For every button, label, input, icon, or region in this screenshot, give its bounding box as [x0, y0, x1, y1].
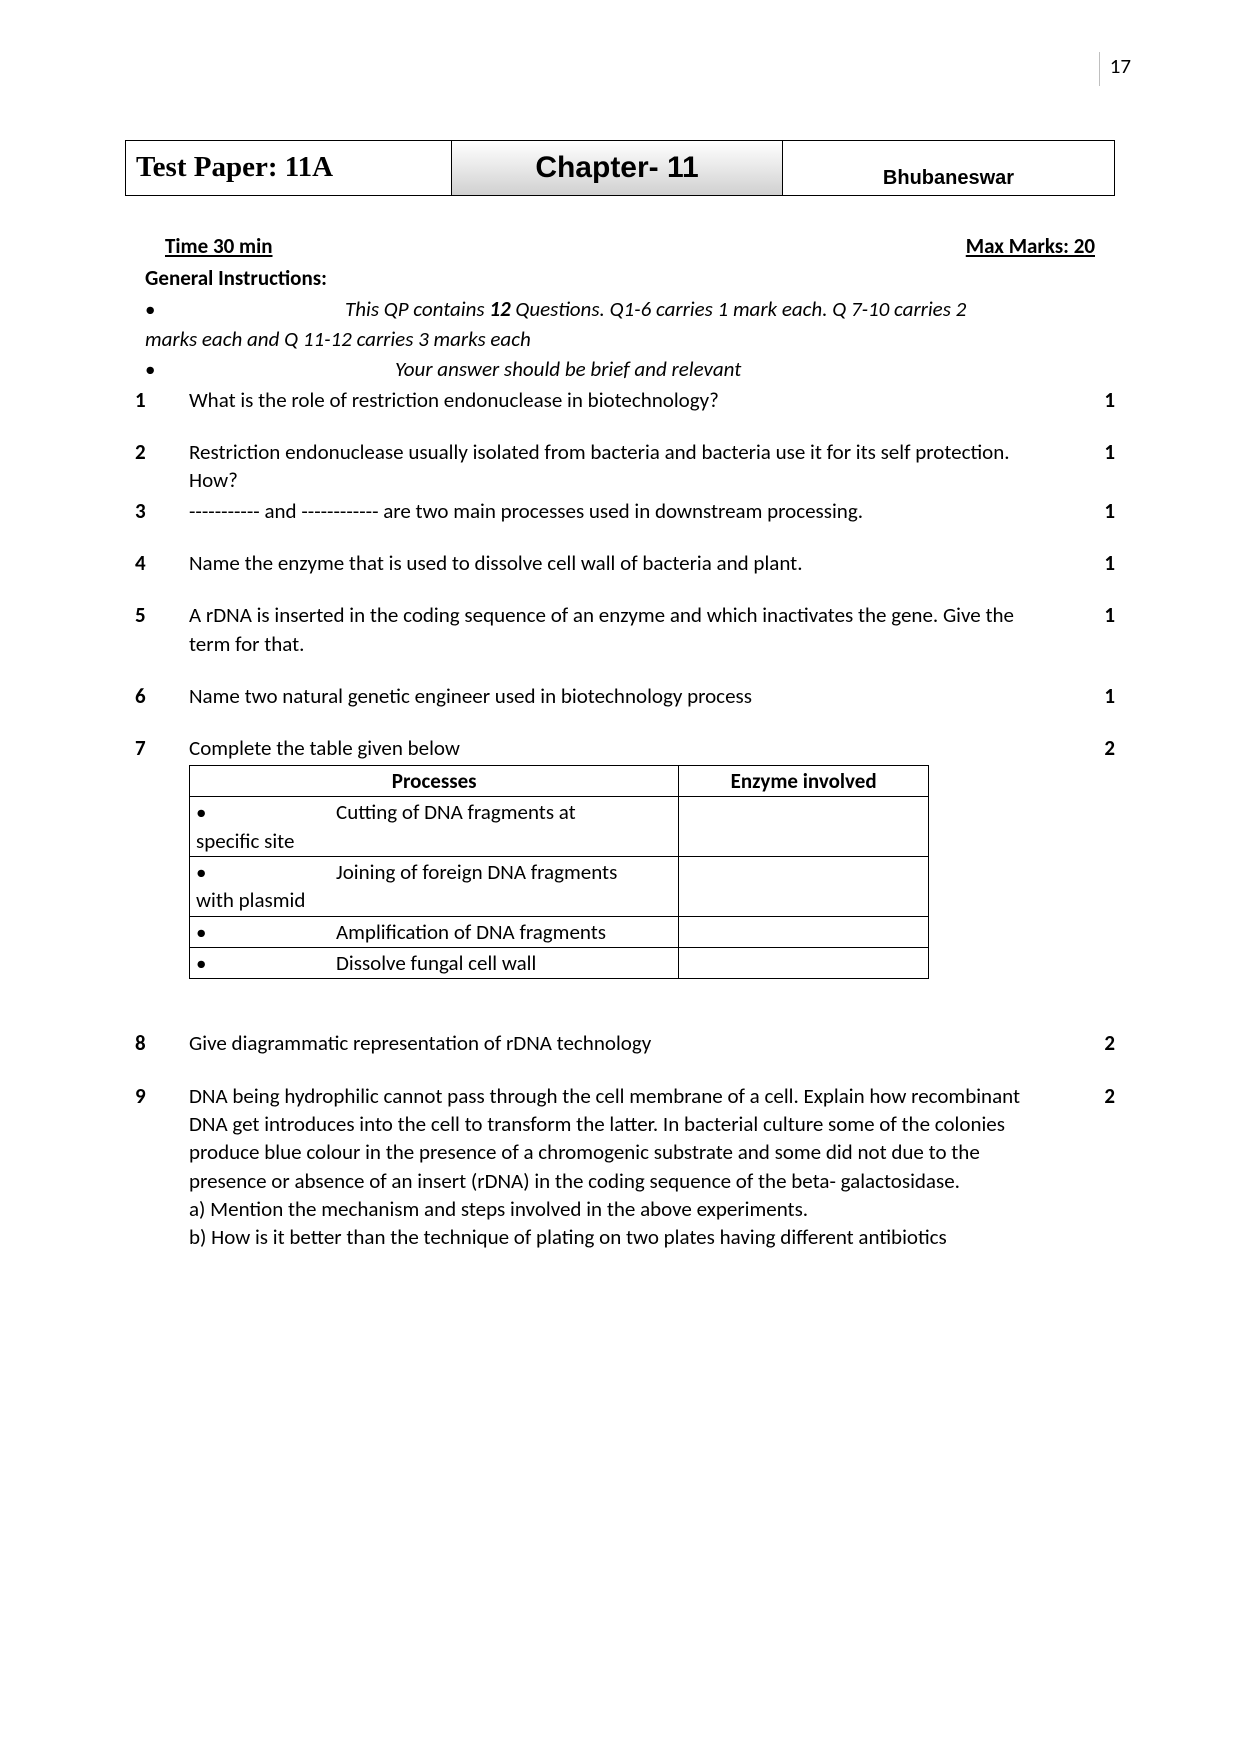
- question-row: 3 ----------- and ------------ are two m…: [125, 497, 1115, 525]
- question-row: 2 Restriction endonuclease usually isola…: [125, 438, 1115, 495]
- question-number: 9: [127, 1082, 189, 1252]
- question-row: 6 Name two natural genetic engineer used…: [125, 682, 1115, 710]
- max-marks-label: Max Marks: 20: [966, 232, 1095, 260]
- question-marks: 1: [1075, 386, 1115, 414]
- question-number: 1: [127, 386, 189, 414]
- question-marks: 2: [1075, 734, 1115, 979]
- question-number: 3: [127, 497, 189, 525]
- processes-table: Processes Enzyme involved •Cutting of DN…: [189, 765, 929, 979]
- question-marks: 1: [1075, 497, 1115, 525]
- question-marks: 1: [1075, 682, 1115, 710]
- question-number: 8: [127, 1029, 189, 1057]
- info-row: Time 30 min Max Marks: 20: [125, 232, 1115, 260]
- proc-cont: with plasmid: [196, 887, 305, 913]
- question-row: 4 Name the enzyme that is used to dissol…: [125, 549, 1115, 577]
- question-text: Name the enzyme that is used to dissolve…: [189, 549, 1075, 577]
- instr2-text: Your answer should be brief and relevant: [395, 356, 741, 382]
- question-number: 4: [127, 549, 189, 577]
- table-row: •Cutting of DNA fragments atspecific sit…: [190, 797, 929, 857]
- proc-text: Cutting of DNA fragments at: [336, 799, 576, 825]
- general-instructions-heading: General Instructions:: [125, 264, 1115, 292]
- table-row: •Dissolve fungal cell wall: [190, 947, 929, 978]
- question-number: 2: [127, 438, 189, 495]
- question-marks: 2: [1075, 1082, 1115, 1252]
- proc-text: Amplification of DNA fragments: [336, 919, 606, 945]
- table-header-processes: Processes: [190, 765, 679, 796]
- location-label: Bhubaneswar: [783, 141, 1114, 195]
- question-number: 6: [127, 682, 189, 710]
- question-text: Restriction endonuclease usually isolate…: [189, 438, 1075, 495]
- proc-cont: specific site: [196, 828, 294, 854]
- page-content: Test Paper: 11A Chapter- 11 Bhubaneswar …: [125, 140, 1115, 1252]
- question-row: 7 Complete the table given below Process…: [125, 734, 1115, 979]
- q7-text: Complete the table given below: [189, 735, 460, 761]
- question-text: ----------- and ------------ are two mai…: [189, 497, 1075, 525]
- proc-text: Joining of foreign DNA fragments: [336, 859, 617, 885]
- question-text: DNA being hydrophilic cannot pass throug…: [189, 1082, 1075, 1252]
- question-number: 7: [127, 734, 189, 979]
- header-box: Test Paper: 11A Chapter- 11 Bhubaneswar: [125, 140, 1115, 196]
- table-header-enzyme: Enzyme involved: [679, 765, 929, 796]
- page-number: 17: [1099, 52, 1131, 86]
- question-row: 5 A rDNA is inserted in the coding seque…: [125, 601, 1115, 658]
- question-row: 1 What is the role of restriction endonu…: [125, 386, 1115, 414]
- instruction-line-1b: marks each and Q 11-12 carries 3 marks e…: [125, 325, 1115, 353]
- question-marks: 1: [1075, 601, 1115, 658]
- question-marks: 2: [1075, 1029, 1115, 1057]
- question-row: 8 Give diagrammatic representation of rD…: [125, 1029, 1115, 1057]
- instr1-bold: 12: [489, 296, 510, 322]
- question-marks: 1: [1075, 549, 1115, 577]
- proc-text: Dissolve fungal cell wall: [336, 950, 536, 976]
- table-row: •Amplification of DNA fragments: [190, 916, 929, 947]
- instr1-suffix: Questions. Q1-6 carries 1 mark each. Q 7…: [511, 296, 967, 322]
- time-label: Time 30 min: [165, 232, 273, 260]
- question-number: 5: [127, 601, 189, 658]
- test-paper-label: Test Paper: 11A: [126, 141, 452, 195]
- question-text: Give diagrammatic representation of rDNA…: [189, 1029, 1075, 1057]
- table-row: •Joining of foreign DNA fragmentswith pl…: [190, 856, 929, 916]
- instr1-prefix: This QP contains: [345, 296, 489, 322]
- question-marks: 1: [1075, 438, 1115, 495]
- question-text: Complete the table given below Processes…: [189, 734, 1075, 979]
- instruction-line-2: •Your answer should be brief and relevan…: [125, 355, 1115, 383]
- question-row: 9 DNA being hydrophilic cannot pass thro…: [125, 1082, 1115, 1252]
- question-text: What is the role of restriction endonucl…: [189, 386, 1075, 414]
- chapter-label: Chapter- 11: [452, 141, 783, 195]
- instruction-line-1: •This QP contains 12 Questions. Q1-6 car…: [125, 295, 1115, 323]
- question-text: A rDNA is inserted in the coding sequenc…: [189, 601, 1075, 658]
- question-text: Name two natural genetic engineer used i…: [189, 682, 1075, 710]
